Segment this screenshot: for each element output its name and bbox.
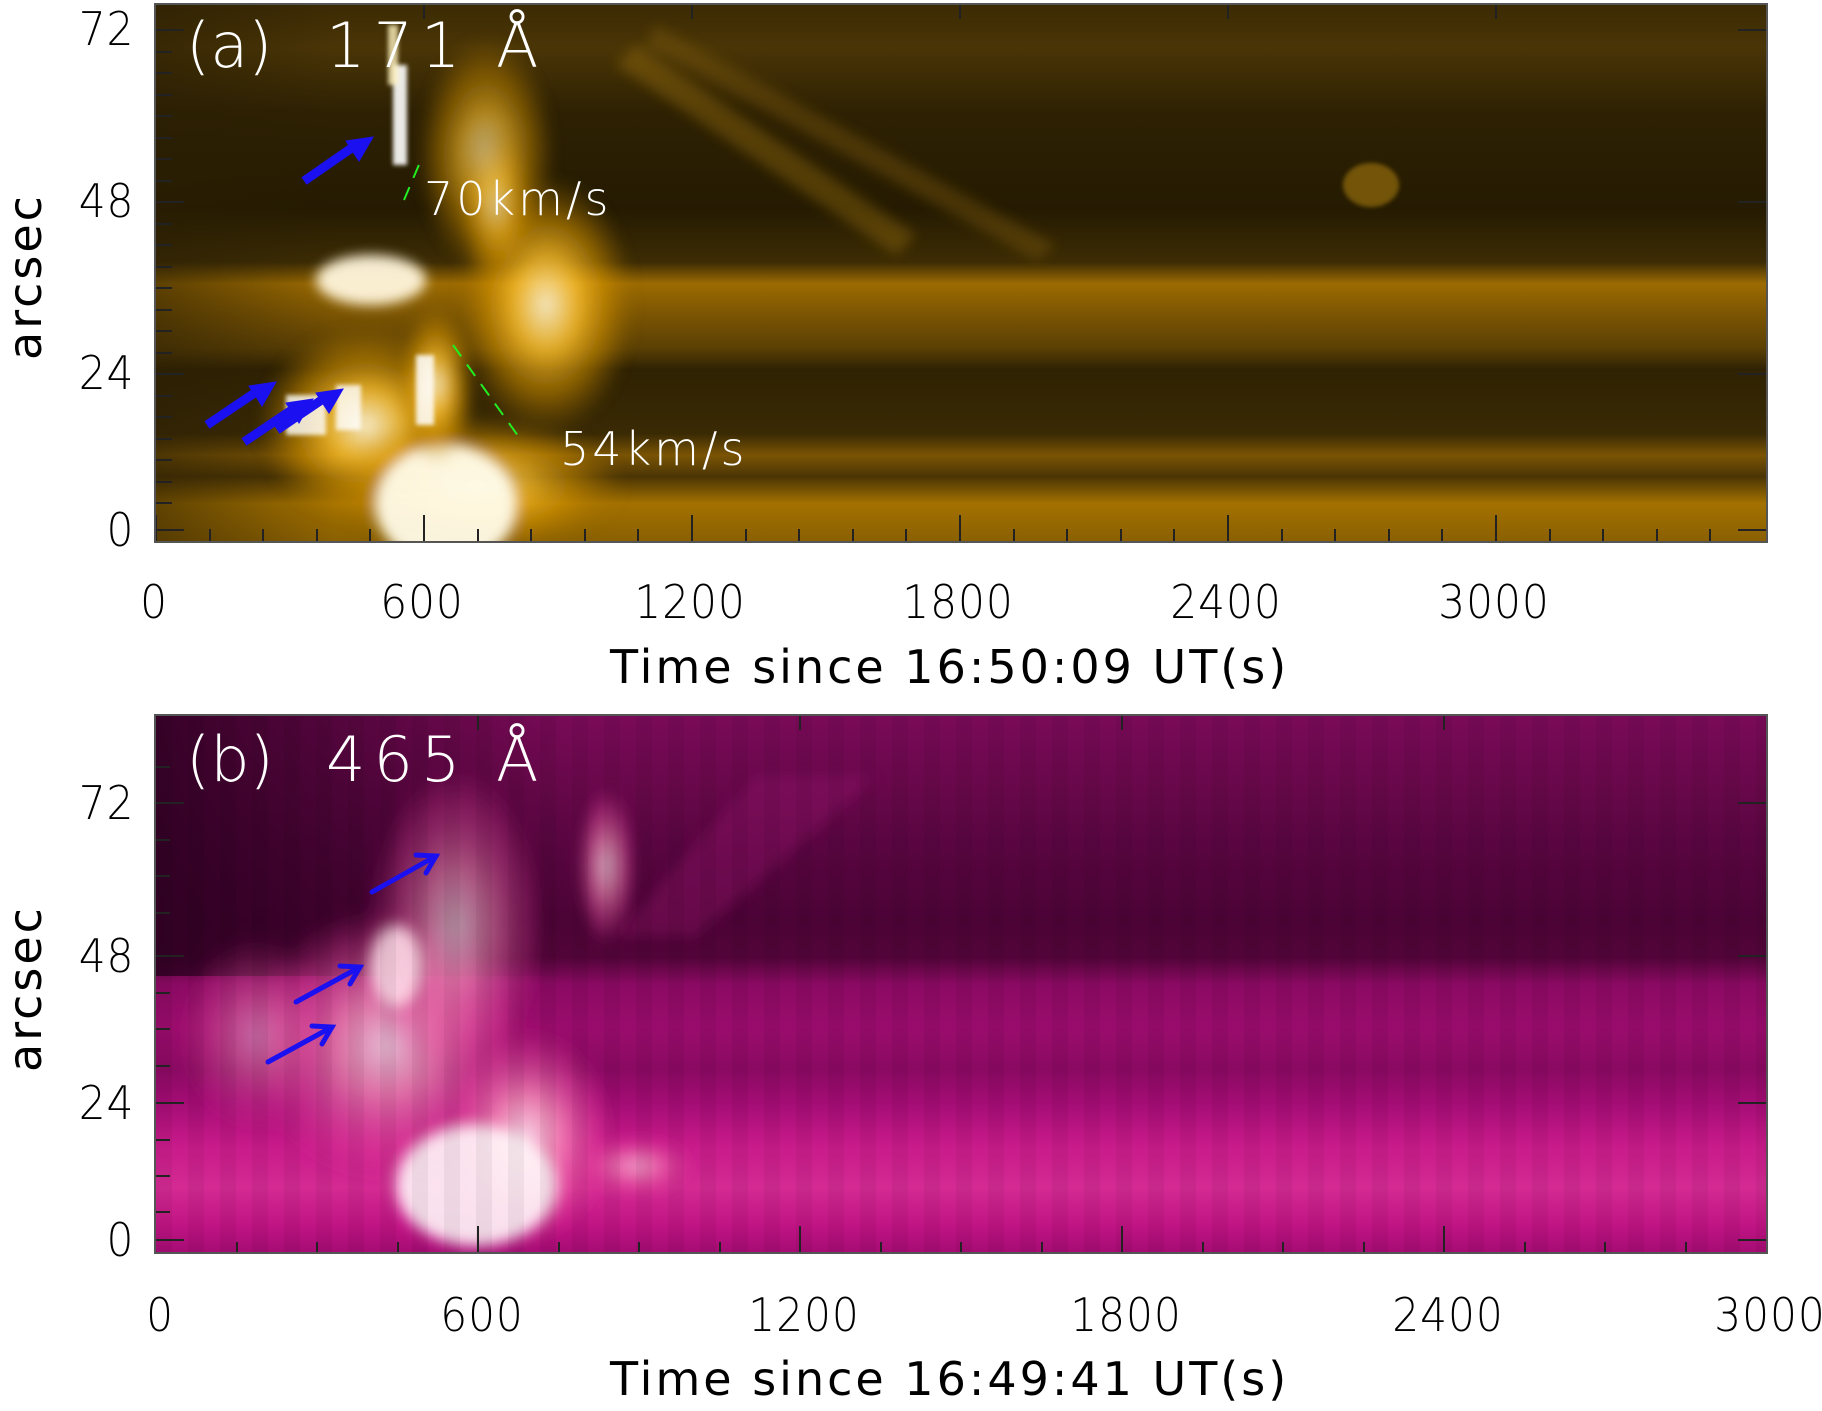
panel-a-ytick-24: 24: [78, 346, 135, 400]
panel-a-ytick-72: 72: [78, 2, 135, 56]
panel-b-ytick-0: 0: [106, 1213, 135, 1267]
panel-b-ytick-48: 48: [78, 929, 135, 983]
panel-a-ytick-0: 0: [106, 503, 135, 557]
panel-a-xtick-1200: 1200: [634, 575, 746, 629]
panel-a-ytick-48: 48: [78, 174, 135, 228]
panel-b-xtick-1800: 1800: [1070, 1288, 1182, 1342]
panel-b-ytick-72: 72: [78, 776, 135, 830]
panel-b-xtick-600: 600: [440, 1288, 524, 1342]
panel-b-label: (b): [186, 723, 274, 796]
panel-b-xlabel: Time since 16:49:41 UT(s): [610, 1352, 1290, 1406]
panel-b-ylabel: arcsec: [0, 905, 52, 1072]
panel-b-xtick-2400: 2400: [1392, 1288, 1504, 1342]
panel-a-171-heatmap: (a) 171 Å 70km/s 54km/s: [154, 3, 1768, 543]
fit-line-70kms: [403, 159, 422, 201]
panel-a-xtick-600: 600: [380, 575, 464, 629]
panel-a-xlabel: Time since 16:50:09 UT(s): [610, 640, 1290, 694]
panel-a-xtick-0: 0: [140, 575, 168, 629]
panel-b-xtick-3000: 3000: [1714, 1288, 1822, 1342]
velocity-label-70kms: 70km/s: [424, 172, 611, 226]
arrow-markers-b: [265, 852, 441, 1065]
heatmap-171-image: (a) 171 Å 70km/s 54km/s: [156, 5, 1766, 541]
panel-a-label: (a): [186, 9, 272, 82]
panel-b-465-heatmap: (b) 465 Å: [154, 714, 1768, 1254]
arrow-markers-a: [204, 136, 374, 446]
fit-line-54kms: [452, 344, 522, 441]
heatmap-465-image: (b) 465 Å: [156, 716, 1766, 1252]
panel-a-xtick-1800: 1800: [902, 575, 1014, 629]
panel-a-xtick-3000: 3000: [1438, 575, 1550, 629]
panel-a-xtick-2400: 2400: [1170, 575, 1282, 629]
velocity-label-54kms: 54km/s: [560, 422, 747, 476]
panel-b-ytick-24: 24: [78, 1076, 135, 1130]
panel-a-ylabel: arcsec: [0, 193, 52, 360]
panel-a-wavelength: 171 Å: [326, 9, 546, 82]
panel-b-xtick-0: 0: [146, 1288, 174, 1342]
panel-b-xtick-1200: 1200: [748, 1288, 860, 1342]
panel-b-wavelength: 465 Å: [326, 723, 546, 796]
